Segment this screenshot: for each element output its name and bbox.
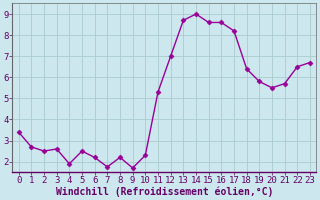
X-axis label: Windchill (Refroidissement éolien,°C): Windchill (Refroidissement éolien,°C) xyxy=(56,186,273,197)
